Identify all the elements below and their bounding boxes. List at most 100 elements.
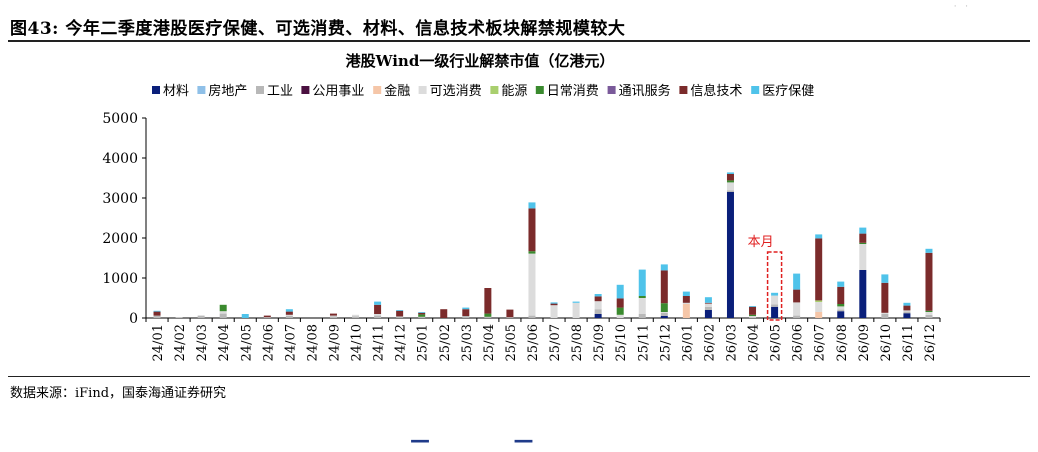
x-tick-label: 26/05 [769,324,784,361]
bar-segment [374,315,382,318]
bar-segment [462,309,470,316]
x-tick-label: 26/04 [747,324,762,361]
source-rule [8,376,1030,377]
legend-item: 能源 [490,84,527,99]
x-tick-label: 24/10 [350,324,365,361]
bar-segment [682,291,690,296]
bar-segment [528,253,536,316]
legend-swatch [152,86,160,94]
bar-segment [726,182,734,191]
x-tick-label: 25/04 [482,324,497,361]
y-tick-label: 1000 [102,271,138,287]
x-tick-label: 25/06 [526,324,541,361]
bar-segment [793,273,801,290]
x-tick-label: 26/01 [680,324,695,361]
bar-segment [197,315,205,318]
bar-segment [616,307,624,315]
bar-segment [418,314,426,317]
bar-segment [616,314,624,318]
bar-segment [462,307,470,310]
bar-stack [594,294,602,318]
legend-label: 日常消费 [547,84,599,99]
x-tick-label: 26/12 [923,324,938,361]
bar-stack [153,310,161,318]
bar-segment [528,315,536,318]
bar-segment [682,296,690,303]
bar-stack [374,301,382,318]
bar-segment [837,281,845,287]
bar-segment [263,317,271,318]
x-axis: 24/01 24/02 24/03 24/04 24/05 24/06 24/07 24/08… [145,318,941,361]
bar-segment [594,296,602,302]
bar-stack [506,309,514,318]
bar-segment [881,312,889,314]
x-tick-label: 25/02 [438,324,453,361]
bar-segment [793,315,801,318]
x-tick-label: 24/02 [173,324,188,361]
legend-item: 房地产 [197,83,247,99]
bar-segment [572,302,580,318]
bar-stack [550,302,558,318]
legend-swatch [301,86,310,94]
bar-segment [329,316,337,318]
bar-segment [153,315,161,318]
legend-swatch [418,86,427,94]
bar-segment [418,316,426,318]
bar-segment [660,312,668,313]
bar-stack [660,264,668,318]
x-tick-label: 26/11 [901,324,916,361]
bar-segment [837,309,845,312]
legend-item: 工业 [256,84,293,99]
bar-segment [241,314,249,318]
bar-stack [925,248,933,318]
bar-segment [660,303,668,312]
legend-label: 可选消费 [430,84,482,99]
legend-item: 可选消费 [418,84,482,99]
bar-segment [594,309,602,314]
bar-segment [837,311,845,318]
current-month-annotation: 本月 [748,235,783,321]
legend-label: 通讯服务 [619,83,671,99]
bar-segment [771,304,779,307]
corner-mark: · · [953,2,968,12]
x-tick-label: 24/11 [372,324,387,361]
bar-segment [484,288,492,314]
legend-item: 金融 [373,83,410,99]
legend-label: 信息技术 [690,83,742,99]
legend-swatch [256,86,264,94]
bar-segment [638,296,646,298]
legend-swatch [490,86,499,94]
bar-segment [153,310,161,312]
bar-segment [859,227,867,234]
x-tick-label: 25/03 [460,324,475,361]
legend-swatch [679,86,688,94]
bar-segment [352,314,360,317]
x-tick-label: 24/08 [305,324,320,361]
bar-segment [153,311,161,316]
legend-label: 医疗保健 [762,84,814,99]
bar-segment [749,306,757,315]
bar-segment [660,270,668,304]
bar-segment [418,312,426,315]
bar-segment [616,284,624,299]
bar-segment [285,309,293,312]
bar-segment [704,310,712,318]
chart-title: 港股Wind一级行业解禁市值（亿港元） [346,52,615,70]
bar-stack [704,297,712,318]
legend-swatch [535,86,544,94]
bar-stack [440,309,448,318]
bar-segment [925,248,933,253]
bar-segment [837,286,845,304]
bar-segment [771,295,779,305]
bar-segment [263,315,271,318]
bar-segment [815,300,823,302]
bar-segment [594,294,602,297]
bar-segment [704,303,712,307]
bar-segment [660,264,668,271]
bar-segment [219,313,227,318]
bar-stack [175,317,183,318]
bar-stack [837,281,845,318]
bar-segment [726,180,734,183]
legend-item: 材料 [152,84,189,99]
bar-segment [925,252,933,311]
